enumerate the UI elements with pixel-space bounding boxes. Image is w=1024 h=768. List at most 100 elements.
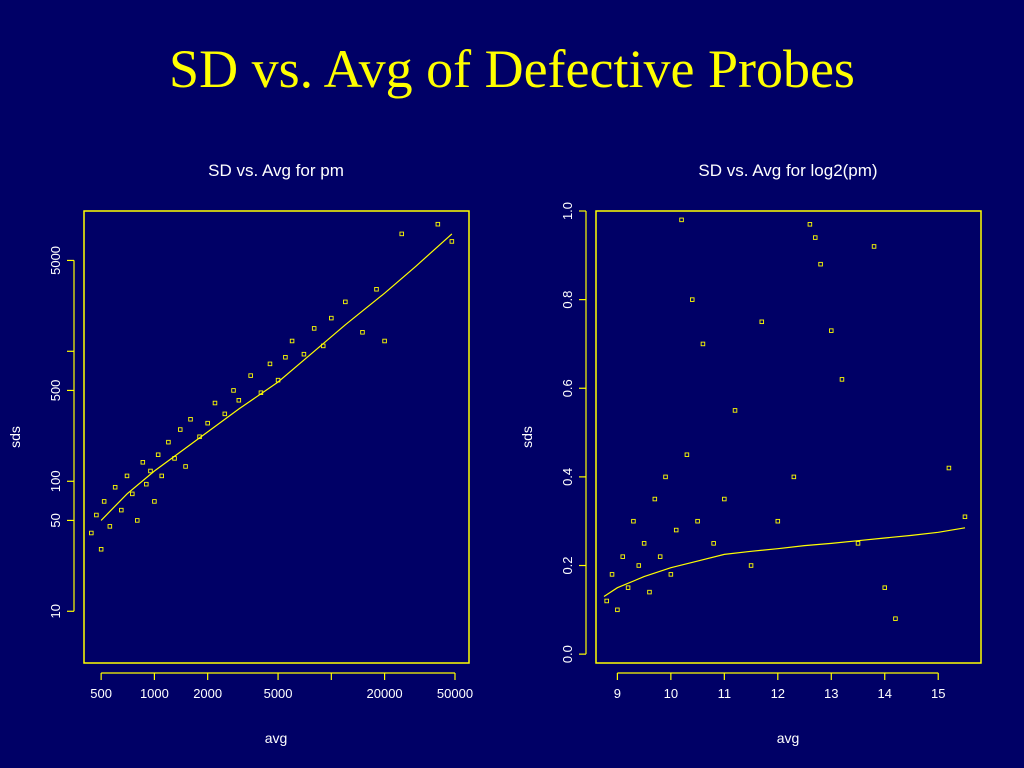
x-tick-label: 500 xyxy=(90,686,112,701)
data-point xyxy=(166,439,171,445)
data-point xyxy=(382,338,387,344)
data-point xyxy=(620,554,625,559)
data-point xyxy=(829,328,834,333)
y-tick-label: 50 xyxy=(48,513,63,527)
data-point xyxy=(283,354,288,360)
data-point xyxy=(663,474,668,480)
data-point xyxy=(301,351,307,357)
data-point xyxy=(679,217,684,223)
chart-title: SD vs. Avg for pm xyxy=(208,161,344,180)
x-tick-label: 10 xyxy=(664,686,678,701)
data-point xyxy=(112,484,118,490)
x-tick-label: 9 xyxy=(614,686,621,701)
x-tick-label: 50000 xyxy=(437,686,473,701)
data-point xyxy=(98,546,104,552)
y-tick-label: 0.6 xyxy=(560,379,575,397)
data-point xyxy=(248,373,253,378)
fit-line xyxy=(603,527,966,598)
data-point xyxy=(124,473,130,479)
data-point xyxy=(647,589,652,595)
x-tick-label: 15 xyxy=(931,686,945,701)
data-point xyxy=(135,518,140,523)
data-point xyxy=(673,527,679,533)
data-point xyxy=(435,221,441,227)
x-tick-label: 13 xyxy=(824,686,838,701)
data-point xyxy=(700,341,706,347)
data-point xyxy=(329,315,334,321)
x-axis-label: avg xyxy=(265,730,288,746)
data-point xyxy=(212,400,218,406)
data-point xyxy=(609,572,615,577)
data-point xyxy=(818,261,823,267)
chart-title: SD vs. Avg for log2(pm) xyxy=(698,161,877,180)
data-point xyxy=(812,235,818,240)
data-point xyxy=(882,585,888,590)
data-point xyxy=(871,244,877,249)
data-point xyxy=(657,554,663,559)
data-point xyxy=(231,388,236,393)
data-point xyxy=(144,481,149,487)
data-point xyxy=(893,616,898,621)
data-point xyxy=(152,499,157,504)
data-point xyxy=(652,496,658,502)
x-tick-label: 20000 xyxy=(367,686,403,701)
data-point xyxy=(205,420,210,426)
data-point xyxy=(148,468,153,474)
x-axis-label: avg xyxy=(777,730,800,746)
left-scatter-chart: SD vs. Avg for pm avg sds 500 1000 2000 500… xyxy=(7,161,473,746)
data-point xyxy=(775,518,781,524)
y-tick-label: 0.8 xyxy=(560,291,575,309)
data-point xyxy=(449,239,455,244)
data-point xyxy=(689,297,695,302)
x-tick-label: 2000 xyxy=(193,686,222,701)
data-point xyxy=(130,491,135,497)
data-point xyxy=(855,541,861,546)
data-point xyxy=(625,585,631,590)
data-point xyxy=(615,607,620,613)
data-point xyxy=(684,452,690,457)
data-point xyxy=(119,507,124,513)
y-axis-label: sds xyxy=(519,426,535,448)
data-point xyxy=(343,299,348,305)
plot-frame xyxy=(83,210,470,664)
data-point xyxy=(604,598,609,604)
y-tick-label: 0.2 xyxy=(560,556,575,574)
data-point xyxy=(236,398,242,403)
y-tick-label: 500 xyxy=(48,380,63,402)
data-point xyxy=(183,464,188,469)
slide-title: SD vs. Avg of Defective Probes xyxy=(169,39,855,99)
data-point xyxy=(374,287,379,292)
data-point xyxy=(89,530,94,536)
data-point xyxy=(159,473,164,479)
x-tick-label: 5000 xyxy=(264,686,293,701)
data-point xyxy=(839,377,845,382)
data-point xyxy=(289,338,295,344)
data-point xyxy=(636,563,642,568)
data-point xyxy=(155,452,161,457)
data-point xyxy=(631,518,636,524)
y-tick-label: 5000 xyxy=(48,246,63,275)
data-point xyxy=(807,222,813,227)
data-point xyxy=(101,499,107,504)
data-point xyxy=(711,541,716,546)
data-point xyxy=(178,427,183,432)
data-point xyxy=(668,572,674,577)
data-point xyxy=(360,330,365,335)
data-point xyxy=(722,496,727,502)
plot-frame xyxy=(595,210,982,664)
data-point xyxy=(732,408,738,413)
right-scatter-chart: SD vs. Avg for log2(pm) avg sds 9 10 11 12 1… xyxy=(519,161,982,746)
data-point xyxy=(267,361,273,367)
data-point xyxy=(188,417,193,422)
x-tick-label: 1000 xyxy=(140,686,169,701)
y-tick-label: 1.0 xyxy=(560,202,575,220)
data-point xyxy=(311,326,317,331)
y-tick-label: 10 xyxy=(48,604,63,618)
x-tick-label: 14 xyxy=(878,686,892,701)
y-axis-label: sds xyxy=(7,426,23,448)
data-point xyxy=(641,541,647,546)
data-point xyxy=(140,460,146,465)
data-point xyxy=(695,518,700,524)
data-point xyxy=(759,319,765,325)
x-tick-label: 12 xyxy=(771,686,785,701)
